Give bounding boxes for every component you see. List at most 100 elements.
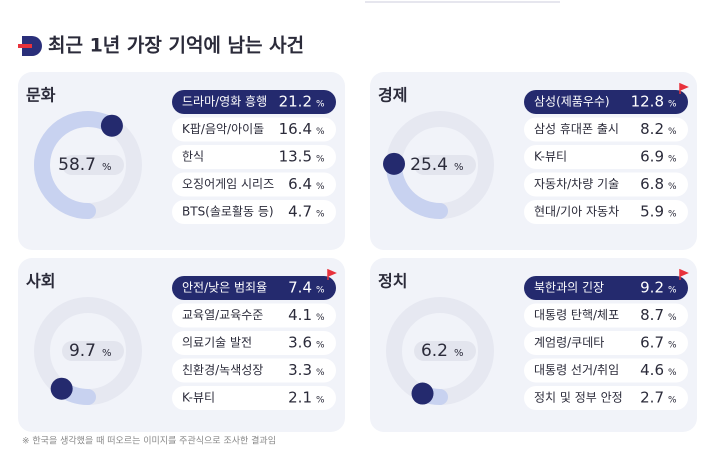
item-value: 6.7 xyxy=(640,334,664,352)
item-value: 9.2 xyxy=(640,279,664,297)
ring-dot xyxy=(100,114,123,137)
item-value: 21.2 xyxy=(279,93,312,111)
total-unit: % xyxy=(102,162,112,173)
item-unit: % xyxy=(668,127,677,137)
item-label: K팝/음악/아이돌 xyxy=(182,122,264,136)
item-unit: % xyxy=(316,341,325,351)
item-unit: % xyxy=(316,286,325,296)
footnote: ※ 한국을 생각했을 때 떠오르는 이미지를 주관식으로 조사한 결과임 xyxy=(22,435,276,447)
item-unit: % xyxy=(316,127,325,137)
item-value: 5.9 xyxy=(640,203,664,221)
item-label: 오징어게임 시리즈 xyxy=(182,177,274,191)
item-label: 북한과의 긴장 xyxy=(534,281,604,295)
item-row xyxy=(524,303,688,328)
item-value: 4.6 xyxy=(640,361,664,379)
panel-name: 경제 xyxy=(378,86,407,105)
item-value: 4.7 xyxy=(288,203,312,221)
item-label: 삼성(제품우수) xyxy=(534,95,610,109)
item-unit: % xyxy=(668,368,677,378)
item-highlight xyxy=(524,90,688,114)
panel-name: 문화 xyxy=(26,86,56,105)
flag-icon xyxy=(327,268,337,280)
item-value: 6.9 xyxy=(640,148,664,166)
item-value: 12.8 xyxy=(631,93,664,111)
item-unit: % xyxy=(316,182,325,192)
item-label: 교육열/교육수준 xyxy=(182,308,263,322)
item-value: 2.7 xyxy=(640,389,664,407)
item-unit: % xyxy=(316,100,325,110)
total-pill xyxy=(62,341,124,361)
item-value: 3.3 xyxy=(288,361,312,379)
panel-name: 정치 xyxy=(378,272,407,291)
item-value: 13.5 xyxy=(279,148,312,166)
item-unit: % xyxy=(316,210,325,220)
item-unit: % xyxy=(316,396,325,406)
item-value: 2.1 xyxy=(288,389,312,407)
item-unit: % xyxy=(668,313,677,323)
item-unit: % xyxy=(668,182,677,192)
item-value: 7.4 xyxy=(288,279,312,297)
item-label: 계엄령/쿠데타 xyxy=(534,336,604,350)
item-label: K-뷰티 xyxy=(534,150,567,164)
item-label: 친환경/녹색성장 xyxy=(182,363,263,377)
title: 최근 1년 가장 기억에 남는 사건 xyxy=(48,35,304,57)
total-value: 9.7 xyxy=(69,341,96,361)
item-label: 현대/기아 자동차 xyxy=(534,205,619,219)
item-row xyxy=(172,172,336,197)
item-unit: % xyxy=(316,368,325,378)
item-highlight xyxy=(172,90,336,114)
item-unit: % xyxy=(668,100,677,110)
ring-dot xyxy=(383,152,406,175)
item-row xyxy=(524,200,688,224)
item-label: K-뷰티 xyxy=(182,391,215,405)
item-row xyxy=(524,358,688,383)
item-highlight xyxy=(172,276,336,300)
total-unit: % xyxy=(454,162,464,173)
item-unit: % xyxy=(668,155,677,165)
item-row xyxy=(172,358,336,383)
item-unit: % xyxy=(316,155,325,165)
ring-dot xyxy=(50,377,73,400)
item-value: 8.7 xyxy=(640,306,664,324)
item-row xyxy=(524,117,688,142)
item-row xyxy=(524,331,688,355)
total-unit: % xyxy=(102,348,112,359)
item-row xyxy=(524,172,688,197)
item-unit: % xyxy=(668,396,677,406)
item-label: 자동차/차량 기술 xyxy=(534,177,619,191)
flag-icon xyxy=(679,268,689,280)
item-value: 6.4 xyxy=(288,175,312,193)
item-value: 4.1 xyxy=(288,306,312,324)
item-label: BTS(솔로활동 등) xyxy=(182,205,274,219)
item-row xyxy=(172,386,336,410)
total-value: 58.7 xyxy=(58,155,96,175)
item-row xyxy=(524,386,688,410)
item-row xyxy=(524,145,688,169)
item-label: 대통령 탄핵/체포 xyxy=(534,308,619,322)
item-unit: % xyxy=(668,210,677,220)
item-label: 정치 및 정부 안정 xyxy=(534,391,623,405)
item-label: 대통령 선거/취임 xyxy=(534,363,619,377)
item-value: 3.6 xyxy=(288,334,312,352)
total-value: 6.2 xyxy=(421,341,448,361)
total-pill xyxy=(62,155,124,175)
item-row xyxy=(172,331,336,355)
item-highlight xyxy=(524,276,688,300)
item-label: 의료기술 발전 xyxy=(182,336,252,350)
total-pill xyxy=(414,341,476,361)
item-label: 한식 xyxy=(182,150,204,164)
panel-name: 사회 xyxy=(26,272,55,291)
item-row xyxy=(172,303,336,328)
total-unit: % xyxy=(454,348,464,359)
item-unit: % xyxy=(668,341,677,351)
item-row xyxy=(172,200,336,224)
total-value: 25.4 xyxy=(410,155,448,175)
item-unit: % xyxy=(316,313,325,323)
item-label: 드라마/영화 흥행 xyxy=(182,94,267,109)
item-value: 6.8 xyxy=(640,175,664,193)
ring-dot xyxy=(411,382,434,405)
logo xyxy=(18,36,42,56)
item-value: 8.2 xyxy=(640,120,664,138)
ring-arc xyxy=(34,111,120,219)
